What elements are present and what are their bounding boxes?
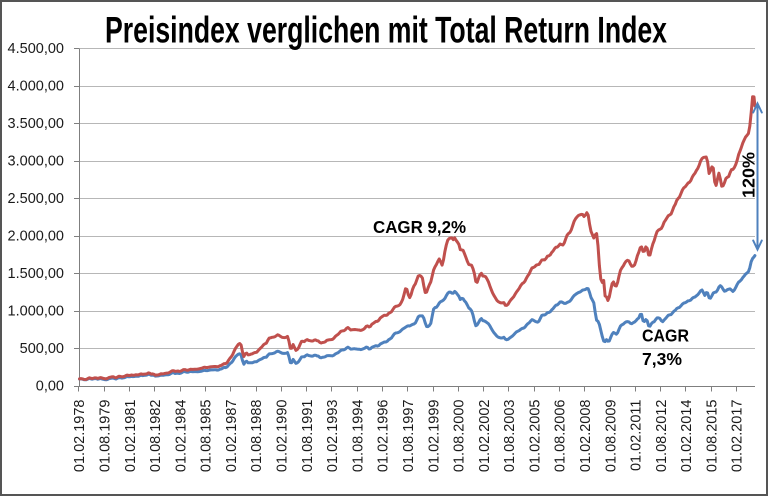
svg-text:01.02.1990: 01.02.1990 — [275, 400, 291, 473]
svg-text:1.500,00: 1.500,00 — [8, 266, 64, 282]
svg-text:01.08.2006: 01.08.2006 — [553, 400, 569, 473]
svg-text:CAGR: CAGR — [642, 326, 689, 346]
svg-text:01.08.2012: 01.08.2012 — [654, 400, 670, 473]
svg-text:0,00: 0,00 — [36, 379, 64, 395]
svg-text:01.02.2002: 01.02.2002 — [477, 400, 493, 473]
svg-text:01.02.1996: 01.02.1996 — [376, 400, 392, 473]
svg-text:120%: 120% — [739, 152, 759, 198]
svg-text:500,00: 500,00 — [20, 341, 64, 357]
svg-text:01.02.1978: 01.02.1978 — [72, 400, 88, 473]
svg-text:1.000,00: 1.000,00 — [8, 304, 64, 320]
svg-text:01.08.1985: 01.08.1985 — [199, 400, 215, 473]
svg-text:4.500,00: 4.500,00 — [8, 41, 64, 57]
svg-text:7,3%: 7,3% — [642, 349, 682, 369]
svg-text:01.02.1999: 01.02.1999 — [426, 400, 442, 473]
svg-text:01.02.2014: 01.02.2014 — [679, 400, 695, 473]
svg-text:01.02.1987: 01.02.1987 — [224, 400, 240, 473]
svg-text:01.08.1988: 01.08.1988 — [249, 400, 265, 473]
svg-text:01.08.2000: 01.08.2000 — [452, 400, 468, 473]
svg-text:01.02.2017: 01.02.2017 — [730, 400, 746, 473]
svg-text:01.08.1991: 01.08.1991 — [300, 400, 316, 473]
svg-text:01.08.1979: 01.08.1979 — [98, 400, 114, 473]
svg-text:3.000,00: 3.000,00 — [8, 154, 64, 170]
svg-text:Preisindex verglichen mit Tota: Preisindex verglichen mit Total Return I… — [105, 10, 667, 51]
svg-text:CAGR 9,2%: CAGR 9,2% — [373, 217, 466, 237]
svg-text:3.500,00: 3.500,00 — [8, 116, 64, 132]
svg-text:01.02.2008: 01.02.2008 — [578, 400, 594, 473]
svg-text:01.08.1997: 01.08.1997 — [401, 400, 417, 473]
svg-text:01.02.1993: 01.02.1993 — [325, 400, 341, 473]
svg-text:01.08.2009: 01.08.2009 — [603, 400, 619, 473]
svg-text:01.02.1984: 01.02.1984 — [173, 400, 189, 473]
svg-text:01.08.1994: 01.08.1994 — [350, 400, 366, 473]
svg-text:01.08.2003: 01.08.2003 — [502, 400, 518, 473]
svg-text:2.000,00: 2.000,00 — [8, 229, 64, 245]
svg-text:01.02.2005: 01.02.2005 — [527, 400, 543, 473]
svg-text:01.02.1981: 01.02.1981 — [123, 400, 139, 473]
svg-text:2.500,00: 2.500,00 — [8, 191, 64, 207]
svg-text:01.02.2011: 01.02.2011 — [629, 400, 645, 472]
svg-text:4.000,00: 4.000,00 — [8, 79, 64, 95]
svg-text:01.08.2015: 01.08.2015 — [705, 400, 721, 473]
svg-text:01.08.1982: 01.08.1982 — [148, 400, 164, 473]
